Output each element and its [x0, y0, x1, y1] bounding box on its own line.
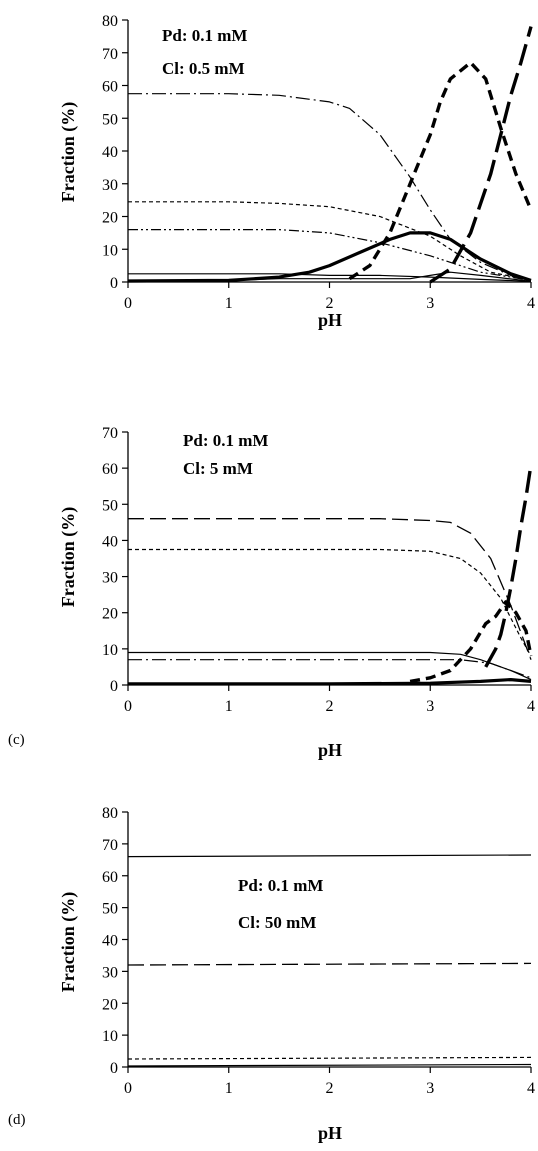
y-tick-label: 30: [102, 570, 118, 587]
x-tick-label: 2: [326, 295, 334, 312]
annotation-cl: Cl: 0.5 mM: [162, 59, 245, 78]
series-line-7: [484, 464, 533, 668]
x-tick-label: 3: [426, 698, 434, 715]
y-axis-label: Fraction (%): [58, 102, 79, 202]
y-axis: 0 10 20 30 40 50 60 70 80: [102, 805, 129, 1077]
series-line-3: [127, 1056, 532, 1060]
series-line-2: [128, 201, 532, 281]
series-line-5: [128, 677, 532, 686]
x-axis-label: pH: [318, 310, 342, 330]
plot-area: [127, 26, 533, 284]
x-tick-label: 3: [426, 1080, 434, 1097]
y-axis: 0 10 20 30 40 50 60 70: [102, 425, 129, 695]
series-line-3: [128, 229, 532, 281]
y-tick-label: 10: [102, 1028, 118, 1045]
series-line-1: [127, 854, 532, 858]
y-tick-label: 70: [102, 46, 118, 63]
series-line-4: [128, 659, 532, 679]
series-line-6: [127, 231, 532, 283]
y-tick-label: 0: [110, 678, 118, 695]
y-tick-label: 30: [102, 177, 118, 194]
series-line-1: [128, 93, 532, 281]
x-tick-label: 1: [225, 295, 233, 312]
series-line-1: [128, 518, 532, 660]
annotation-cl: Cl: 50 mM: [238, 913, 316, 932]
series-line-7: [348, 60, 533, 281]
annotation-pd: Pd: 0.1 mM: [183, 431, 268, 450]
plot-area: [128, 464, 533, 686]
x-tick-label: 0: [124, 698, 132, 715]
x-tick-label: 1: [225, 698, 233, 715]
x-tick-label: 4: [527, 698, 535, 715]
y-tick-label: 70: [102, 837, 118, 854]
plot-area: [127, 854, 532, 1067]
x-axis-label: pH: [318, 740, 342, 760]
x-tick-label: 4: [527, 1080, 535, 1097]
series-line-6: [409, 600, 533, 684]
x-tick-label: 0: [124, 1080, 132, 1097]
y-tick-label: 0: [110, 275, 118, 292]
y-tick-label: 50: [102, 111, 118, 128]
series-line-8: [429, 26, 533, 284]
y-tick-label: 40: [102, 144, 118, 161]
x-axis: 0 1 2 3 4: [124, 684, 535, 715]
y-axis-label: Fraction (%): [58, 507, 79, 607]
x-tick-label: 2: [326, 698, 334, 715]
y-tick-label: 10: [102, 642, 118, 659]
y-tick-label: 70: [102, 425, 118, 442]
x-tick-label: 4: [527, 295, 535, 312]
y-axis: 0 10 20 30 40 50 60 70 80: [102, 13, 129, 292]
y-tick-label: 20: [102, 996, 118, 1013]
y-tick-label: 80: [102, 13, 118, 30]
annotation-pd: Pd: 0.1 mM: [162, 26, 247, 45]
y-axis-label: Fraction (%): [58, 892, 79, 992]
y-tick-label: 80: [102, 805, 118, 822]
series-line-2: [127, 962, 532, 966]
x-axis: 0 1 2 3 4: [124, 1066, 535, 1097]
chart-panel-2: 0 1 2 3 4 0 10 20 30 40 50 60 70 pH Fraction (%) Pd…: [8, 425, 535, 760]
x-axis: 0 1 2 3 4: [124, 281, 535, 312]
y-tick-label: 30: [102, 964, 118, 981]
panel-label: (d): [8, 1112, 26, 1128]
y-tick-label: 0: [110, 1060, 118, 1077]
panel-label: (c): [8, 732, 25, 748]
annotation-pd: Pd: 0.1 mM: [238, 876, 323, 895]
series-line-4: [127, 1063, 532, 1067]
y-tick-label: 60: [102, 461, 118, 478]
x-tick-label: 2: [326, 1080, 334, 1097]
y-tick-label: 50: [102, 901, 118, 918]
x-tick-label: 3: [426, 295, 434, 312]
y-tick-label: 20: [102, 210, 118, 227]
y-tick-label: 10: [102, 242, 118, 259]
series-line-2: [128, 548, 532, 657]
y-tick-label: 60: [102, 79, 118, 96]
series-line-3: [128, 651, 532, 681]
x-axis-label: pH: [318, 1123, 342, 1143]
y-tick-label: 20: [102, 606, 118, 623]
annotation-cl: Cl: 5 mM: [183, 459, 253, 478]
y-tick-label: 40: [102, 933, 118, 950]
y-tick-label: 40: [102, 533, 118, 550]
y-tick-label: 50: [102, 497, 118, 514]
x-tick-label: 1: [225, 1080, 233, 1097]
y-tick-label: 60: [102, 869, 118, 886]
x-tick-label: 0: [124, 295, 132, 312]
